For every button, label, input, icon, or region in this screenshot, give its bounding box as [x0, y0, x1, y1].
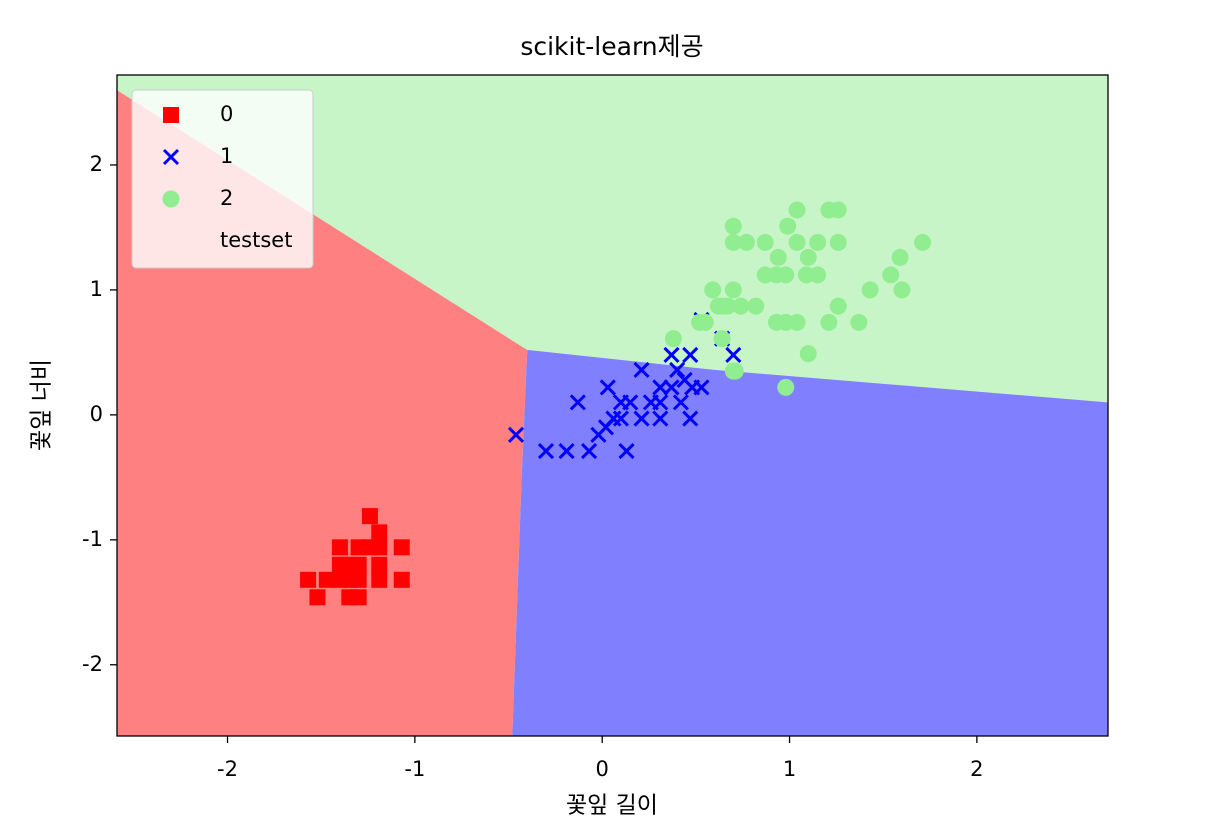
point: [371, 571, 388, 588]
legend-label: 0: [220, 102, 233, 126]
point: [663, 379, 680, 396]
point: [672, 394, 689, 411]
x-tick-label: -2: [217, 757, 238, 781]
point: [599, 379, 616, 396]
x-tick-label: 0: [596, 757, 609, 781]
point: [633, 361, 650, 378]
legend-box: [131, 89, 314, 269]
y-tick-label: -1: [82, 527, 103, 551]
point: [829, 201, 847, 219]
legend-marker: [163, 107, 179, 123]
point: [318, 571, 335, 588]
point: [350, 571, 367, 588]
point: [767, 313, 785, 331]
point: [719, 297, 737, 315]
point: [829, 297, 847, 315]
point: [747, 297, 765, 315]
point: [331, 571, 348, 588]
x-tick-label: 2: [970, 757, 983, 781]
point: [350, 589, 367, 606]
point: [682, 346, 699, 363]
point: [809, 266, 827, 284]
point: [622, 394, 639, 411]
point: [779, 217, 797, 235]
point: [777, 378, 795, 396]
point: [696, 313, 714, 331]
point: [612, 410, 629, 427]
point: [891, 248, 909, 266]
point: [724, 233, 742, 251]
point: [669, 361, 686, 378]
point: [537, 443, 555, 460]
point: [652, 410, 669, 427]
legend: 0 1 2 testset: [131, 89, 314, 269]
y-axis-label: 꽃잎 너비: [29, 359, 55, 451]
point: [799, 345, 817, 363]
point: [713, 330, 731, 348]
point: [652, 394, 669, 411]
point: [309, 589, 326, 606]
legend-marker: [162, 190, 180, 208]
point: [633, 410, 650, 427]
plot-frame: [116, 74, 1109, 737]
x-tick-label: -1: [404, 757, 425, 781]
point: [341, 556, 358, 573]
y-tick-label: 2: [90, 152, 103, 176]
x-tick-label: 1: [783, 757, 796, 781]
point: [788, 233, 806, 251]
point: [300, 571, 317, 588]
chart-title: scikit-learn제공: [520, 32, 703, 61]
point: [371, 524, 388, 541]
legend-label: testset: [220, 228, 292, 252]
point: [756, 233, 774, 251]
point: [788, 201, 806, 219]
point: [724, 217, 742, 235]
point: [769, 248, 787, 266]
point: [829, 233, 847, 251]
point: [393, 539, 410, 556]
point: [893, 281, 911, 299]
point: [393, 571, 410, 588]
y-tick-label: -2: [82, 652, 103, 676]
legend-marker: [162, 148, 180, 166]
point: [693, 379, 710, 396]
point: [558, 443, 575, 460]
point: [799, 248, 817, 266]
point: [361, 508, 378, 525]
point: [724, 281, 742, 299]
y-tick-label: 1: [90, 277, 103, 301]
point: [618, 443, 635, 460]
point: [663, 346, 680, 363]
x-axis-label: 꽃잎 길이: [566, 793, 658, 819]
point: [737, 233, 755, 251]
legend-label: 1: [220, 144, 233, 168]
point: [371, 539, 388, 556]
y-tick-label: 0: [90, 402, 103, 426]
point: [809, 233, 827, 251]
point: [371, 556, 388, 573]
point: [914, 233, 932, 251]
point: [664, 330, 682, 348]
point: [704, 281, 722, 299]
point: [581, 443, 598, 460]
decision-region: [512, 349, 1108, 736]
point: [882, 266, 900, 284]
point: [569, 394, 586, 411]
point: [861, 281, 879, 299]
point: [682, 410, 699, 427]
legend-label: 2: [220, 186, 233, 210]
point: [850, 313, 868, 331]
point: [732, 297, 750, 315]
point: [331, 539, 348, 556]
point: [820, 313, 838, 331]
point: [724, 362, 742, 380]
point: [777, 266, 795, 284]
point: [725, 346, 742, 363]
point: [507, 426, 525, 443]
